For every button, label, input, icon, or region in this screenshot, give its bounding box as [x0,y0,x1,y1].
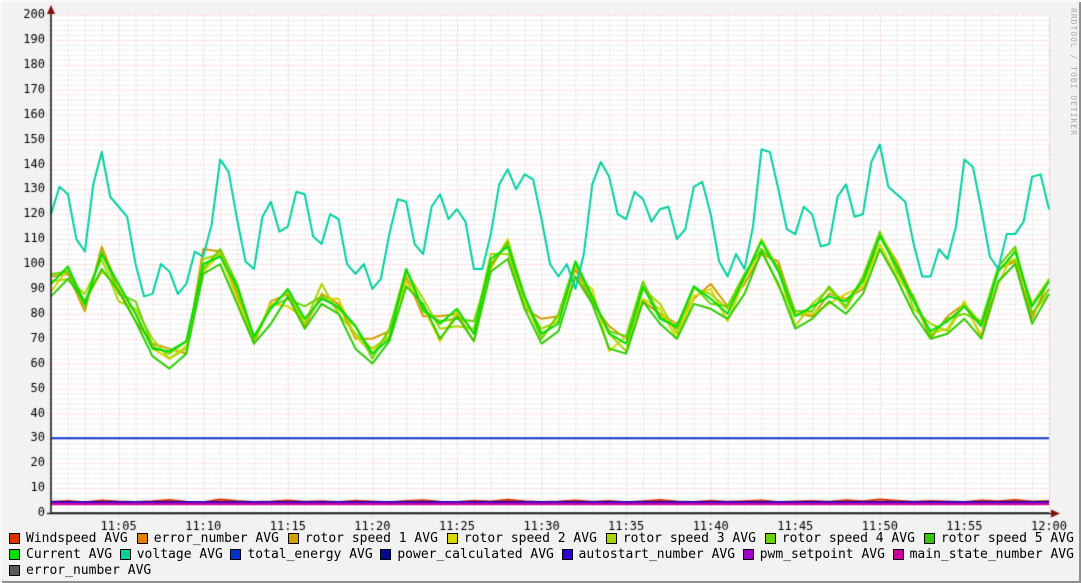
legend-label: rotor speed 4 AVG [781,530,915,546]
legend-label: total_energy AVG [247,546,373,562]
legend-swatch-icon [230,548,242,560]
legend-item-total_energy: total_energy AVG [230,546,373,562]
legend-swatch-icon [742,548,754,560]
legend-item-pwm_setpoint: pwm_setpoint AVG [742,546,885,562]
legend-swatch-icon [136,532,148,544]
legend-item-power_calculated: power_calculated AVG [380,547,554,562]
legend-label: autostart_number AVG [578,546,736,562]
legend-item-windspeed: Windspeed AVG [9,531,128,546]
legend-label: pwm_setpoint AVG [759,546,885,562]
legend-label: error_number AVG [153,530,279,546]
legend-swatch-icon [287,532,299,544]
legend-swatch-icon [764,532,776,544]
legend-swatch-icon [892,548,904,560]
legend-row-2: Current AVG voltage AVG total_energy AVG po… [0,546,1081,562]
legend-swatch-icon [446,532,458,544]
rrdtool-watermark: RRDTOOL / TOBI OETIKER [1069,8,1078,136]
legend-item-current: Current AVG [9,547,112,562]
legend-swatch-icon [9,548,20,560]
legend-label: main_state_number AVG [909,546,1074,562]
legend-item-rotor4: rotor speed 4 AVG [764,530,915,546]
legend-label: rotor speed 2 AVG [463,530,597,546]
legend-label: rotor speed 5 AVG [940,530,1074,546]
legend-swatch-icon [119,548,131,560]
legend-row-3: error_number AVG [0,562,1081,578]
legend-swatch-icon [605,532,617,544]
legend-label: error_number AVG [26,562,152,578]
legend-label: rotor speed 3 AVG [622,530,756,546]
legend: Windspeed AVG error_number AVG rotor speed… [0,530,1081,578]
legend-label: Windspeed AVG [26,530,128,546]
legend-item-voltage: voltage AVG [119,546,223,562]
legend-label: rotor speed 1 AVG [304,530,438,546]
legend-item-rotor3: rotor speed 3 AVG [605,530,756,546]
legend-item-autostart_number: autostart_number AVG [561,546,736,562]
legend-swatch-icon [9,532,20,544]
legend-label: voltage AVG [136,546,223,562]
legend-swatch-icon [923,532,935,544]
legend-row-1: Windspeed AVG error_number AVG rotor speed… [0,530,1081,546]
legend-label: power_calculated AVG [397,546,554,562]
legend-swatch-icon [561,548,573,560]
legend-swatch-icon [380,548,392,560]
legend-label: Current AVG [26,546,113,562]
legend-item-main_state_number: main_state_number AVG [892,546,1074,562]
legend-item-rotor5: rotor speed 5 AVG [923,530,1074,546]
legend-item-error_number_2: error_number AVG [9,563,151,578]
legend-item-rotor1: rotor speed 1 AVG [287,530,438,546]
legend-item-error_number: error_number AVG [136,530,279,546]
legend-item-rotor2: rotor speed 2 AVG [446,530,597,546]
legend-swatch-icon [9,564,20,576]
